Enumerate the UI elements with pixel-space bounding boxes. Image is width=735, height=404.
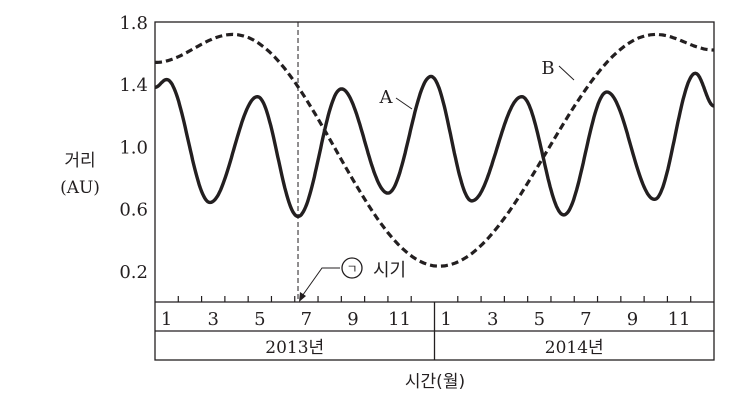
annotation-circle (341, 257, 363, 279)
month-label: 11 (668, 309, 691, 330)
y-axis-ticks: 1.8 1.4 1.0 0.6 0.2 (119, 13, 148, 283)
y-tick-label: 1.8 (119, 13, 148, 34)
annotation-arrowhead (299, 292, 306, 302)
month-label: 7 (580, 309, 591, 330)
y-tick-label: 1.0 (119, 137, 148, 158)
month-label: 1 (161, 309, 172, 330)
month-label: 3 (487, 309, 498, 330)
month-label: 7 (301, 309, 312, 330)
month-label: 3 (208, 309, 219, 330)
series-b-name: B (541, 58, 554, 79)
y-tick-label: 1.4 (119, 75, 148, 96)
series-a-name: A (379, 87, 394, 108)
annotation-arrow-line (299, 267, 340, 300)
year-label: 2014년 (545, 338, 604, 358)
series-b-leader-line (558, 65, 575, 81)
month-label: 5 (254, 309, 265, 330)
month-label: 11 (388, 309, 411, 330)
series-b-label: B (541, 58, 575, 81)
month-label: 9 (347, 309, 358, 330)
month-label: 9 (627, 309, 638, 330)
series-b-line (155, 32, 715, 268)
month-label: 1 (440, 309, 451, 330)
year-label: 2013년 (265, 338, 324, 358)
annotation-symbol: ㄱ (346, 262, 357, 276)
period-annotation: ㄱ 시기 (299, 257, 406, 302)
y-axis-label-line1: 거리 (64, 151, 95, 171)
series-lines (153, 32, 716, 268)
series-a-label: A (379, 87, 413, 110)
y-tick-label: 0.6 (119, 200, 148, 221)
series-a-line (153, 71, 716, 219)
y-tick-label: 0.2 (119, 262, 148, 283)
series-a-leader-line (395, 97, 413, 110)
month-label: 5 (534, 309, 545, 330)
annotation-text: 시기 (373, 260, 406, 281)
y-axis-label-line2: (AU) (60, 178, 100, 198)
x-axis-label: 시간(월) (405, 372, 465, 392)
